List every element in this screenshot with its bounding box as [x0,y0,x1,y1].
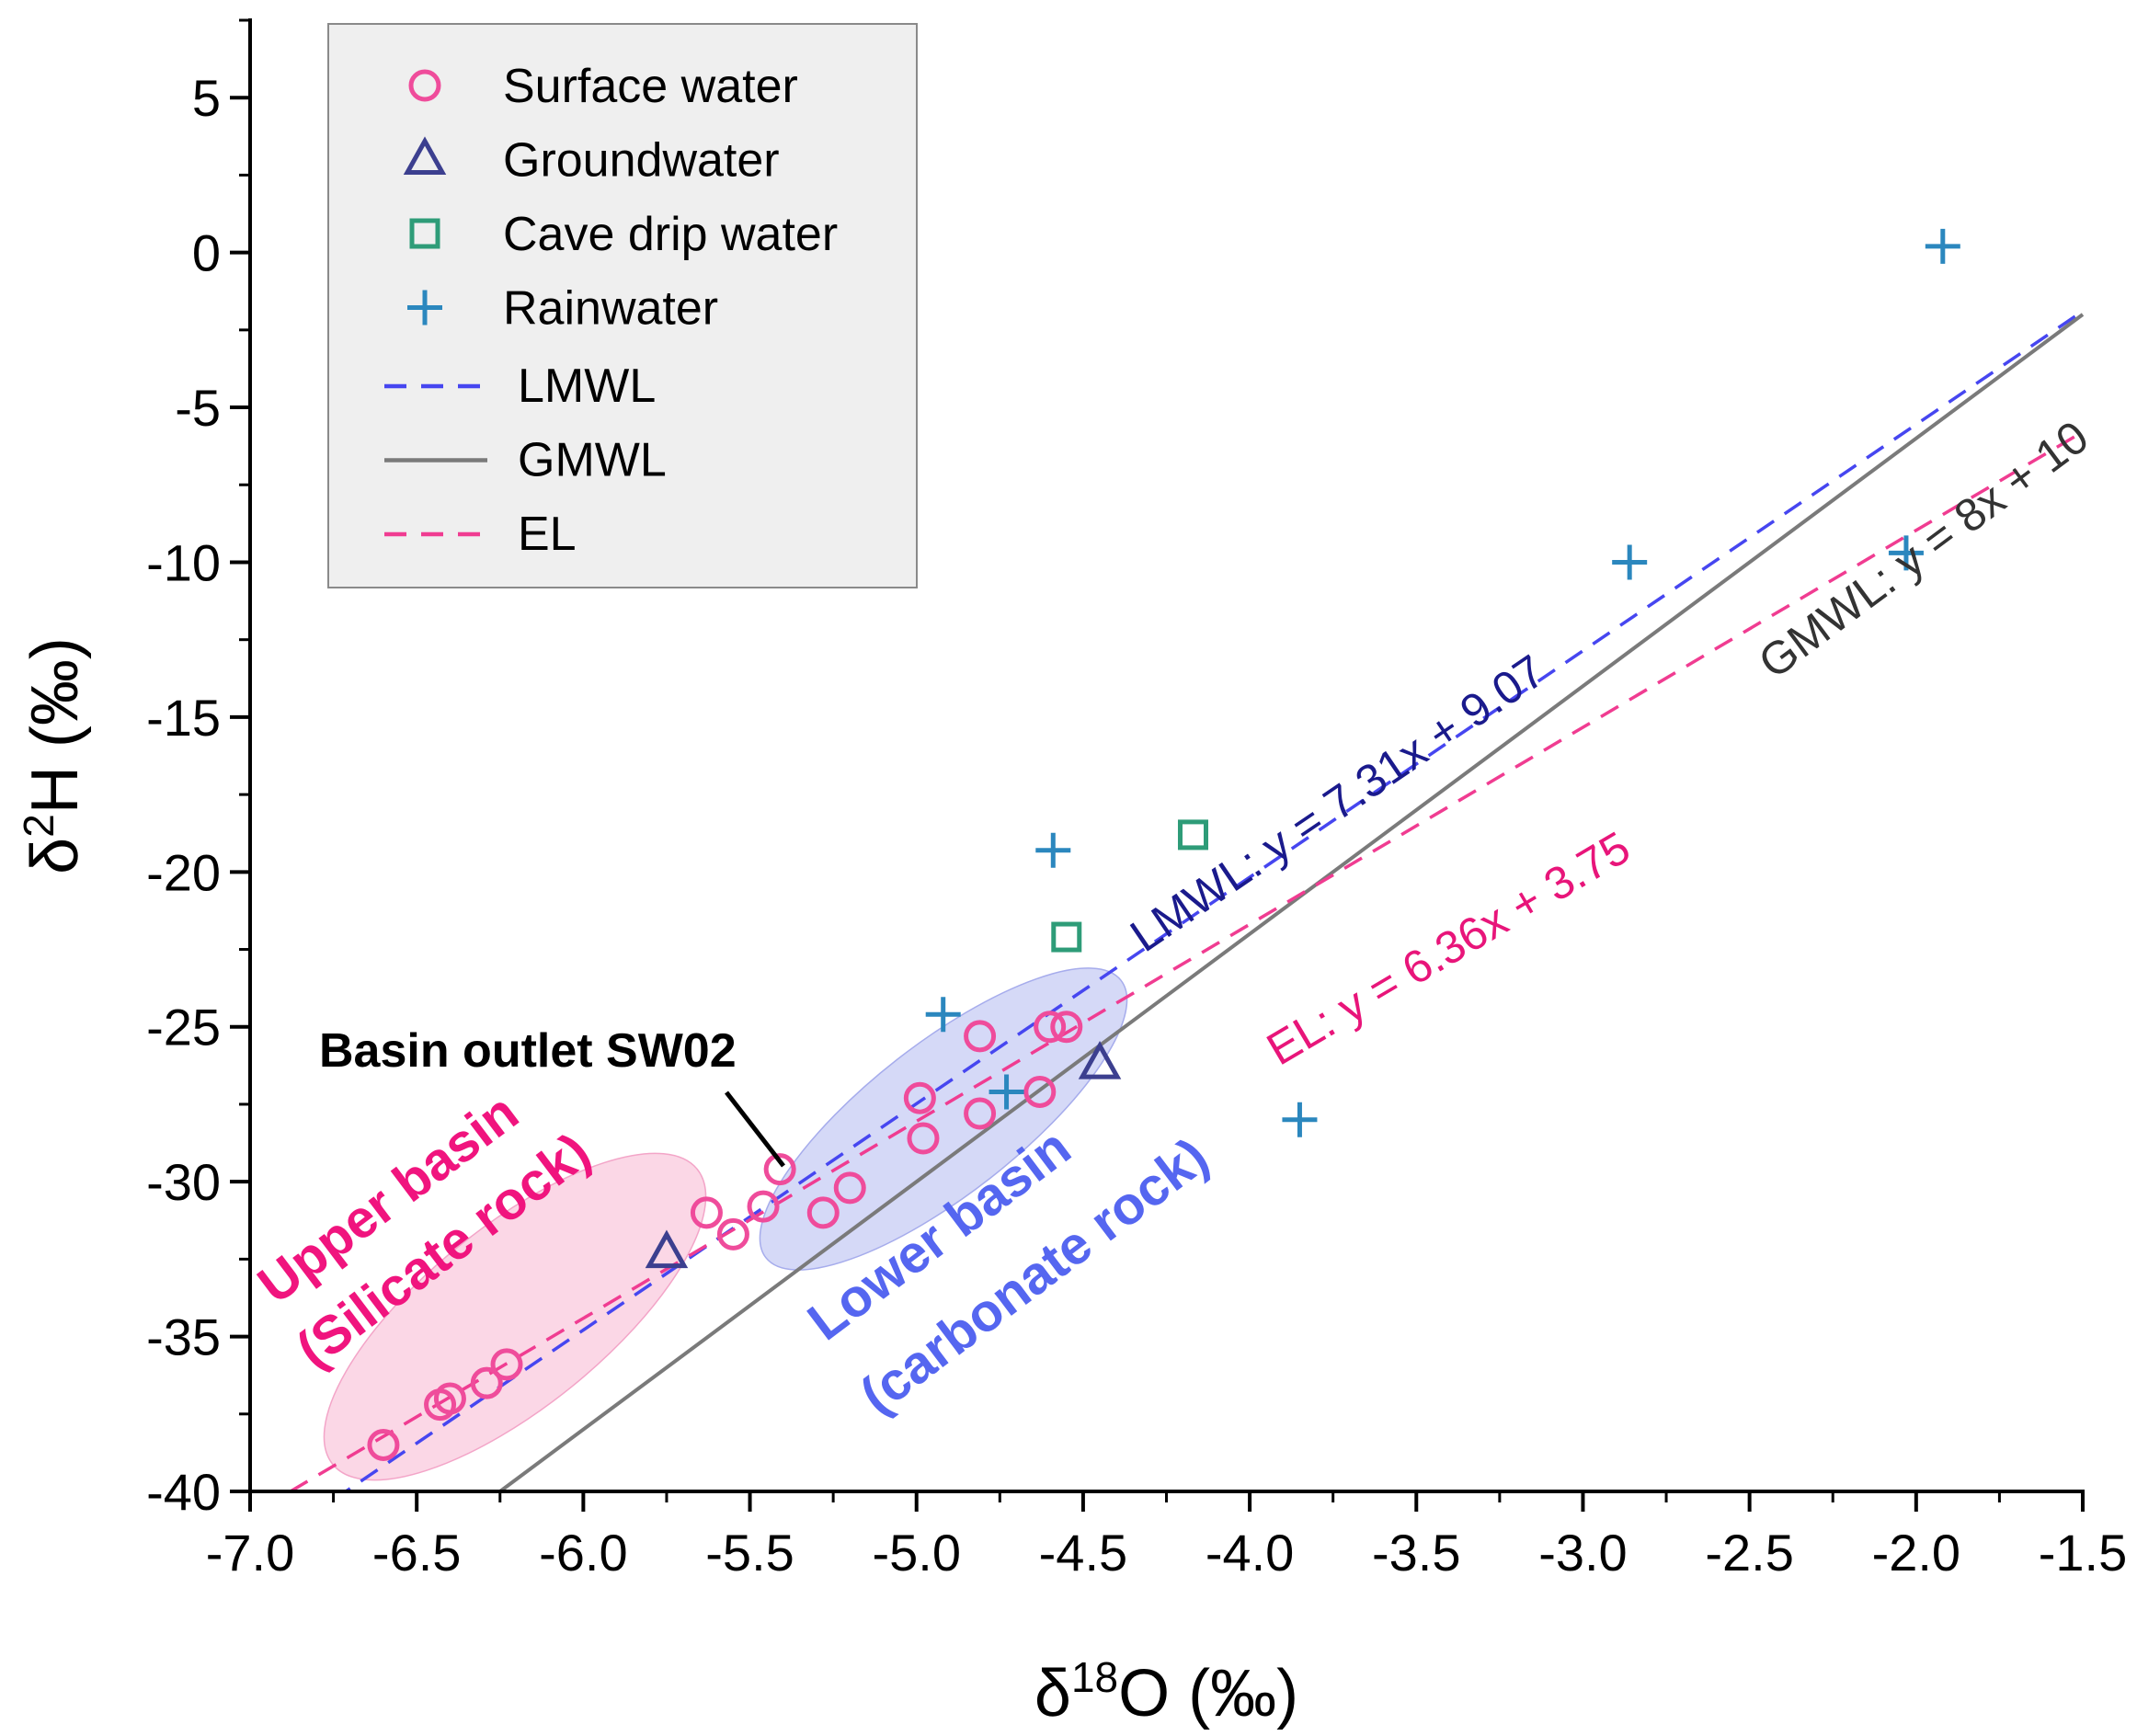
surface-water-point [367,1428,400,1461]
surface-water-point [690,1196,723,1229]
x-axis-title-sup: 18 [1071,1653,1118,1701]
surface-water-point [833,1171,866,1205]
rainwater-point [1035,832,1071,868]
surface-water-point [806,1196,840,1229]
upper-basin-region [323,1152,707,1481]
legend-cave-drip-water-label: Cave drip water [503,208,838,261]
legend-groundwater-key [403,136,447,175]
y-tick-label: -40 [146,1463,221,1521]
cave-drip-water-point [1051,921,1082,953]
x-axis-title-main: O (‰) [1118,1657,1298,1730]
y-axis-title-sup: 2 [15,814,63,838]
x-axis-title-prefix: δ [1034,1657,1071,1730]
legend-groundwater-label: Groundwater [503,134,780,188]
x-tick-label: -6.0 [539,1524,628,1582]
x-tick-label: -4.0 [1206,1524,1295,1582]
legend-gmwl-label: GMWL [518,434,667,487]
legend-el-label: EL [518,508,577,561]
x-tick-label: -5.0 [872,1524,961,1582]
surface-water-point [747,1190,780,1223]
x-tick-label: -6.5 [372,1524,462,1582]
groundwater-point [645,1229,689,1269]
legend-surface-water-key [408,69,441,102]
y-tick-label: -25 [146,999,221,1056]
x-tick-label: -3.5 [1372,1524,1461,1582]
x-tick-label: -5.5 [705,1524,794,1582]
groundwater-point [1078,1041,1122,1079]
surface-water-point [763,1153,796,1186]
y-axis-title-main: H (‰) [18,637,92,814]
x-tick-label: -1.5 [2039,1524,2128,1582]
x-tick-label: -2.5 [1705,1524,1794,1582]
el-line [290,430,2084,1490]
surface-water-point [1023,1075,1057,1108]
y-tick-label: -30 [146,1153,221,1211]
surface-water-point [1034,1011,1067,1044]
y-axis-title: δ2H (‰) [15,637,92,874]
y-tick-label: -5 [175,379,221,437]
y-tick-label: 0 [192,224,221,282]
cave-drip-water-point [1177,819,1208,851]
y-axis-title-prefix: δ [18,838,92,874]
legend-lmwl-label: LMWL [518,360,656,413]
x-tick-label: -2.0 [1872,1524,1961,1582]
surface-water-point [964,1020,997,1053]
rainwater-point [925,997,961,1033]
basin-outlet-pointer [725,1091,785,1168]
legend-surface-water-label: Surface water [503,60,798,113]
rainwater-point [1888,535,1924,571]
surface-water-point [470,1366,503,1399]
y-tick-label: -35 [146,1308,221,1366]
gmwl-equation-label: GMWL: y = 8x + 10 [1749,411,2097,689]
surface-water-point [433,1382,466,1415]
lower-basin-region [759,967,1128,1271]
rainwater-point [989,1074,1024,1110]
x-tick-label: -7.0 [206,1524,295,1582]
legend-rainwater-label: Rainwater [503,282,718,336]
x-tick-label: -3.0 [1538,1524,1628,1582]
y-tick-label: -10 [146,533,221,591]
legend-rainwater-key [407,290,442,326]
legend-cave-drip-water-key [409,218,440,249]
surface-water-point [490,1348,523,1381]
x-axis-title: δ18O (‰) [1034,1653,1298,1730]
surface-water-point [964,1097,997,1130]
rainwater-point [1282,1102,1318,1137]
rainwater-point [1925,228,1960,264]
el-equation-label: EL: y = 6.36x + 3.75 [1258,821,1639,1075]
y-tick-label: -20 [146,843,221,901]
y-tick-label: 5 [192,69,221,127]
gmwl-line [499,313,2085,1490]
surface-water-point [1050,1011,1083,1044]
rainwater-point [1612,544,1648,580]
y-tick-label: -15 [146,689,221,747]
surface-water-point [716,1217,749,1251]
basin-outlet-label: Basin outlet SW02 [319,1024,737,1078]
x-tick-label: -4.5 [1039,1524,1128,1582]
surface-water-point [903,1081,936,1114]
surface-water-point [907,1122,940,1155]
lmwl-line [345,310,2084,1490]
